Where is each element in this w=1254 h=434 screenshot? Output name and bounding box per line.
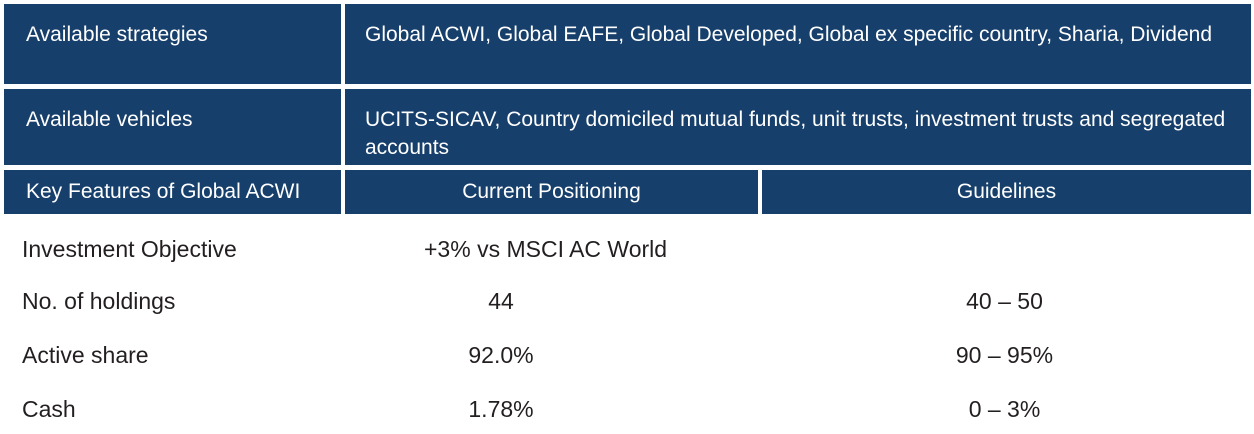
column-header-guidelines: Guidelines xyxy=(762,170,1251,214)
vehicles-value: UCITS-SICAV, Country domiciled mutual fu… xyxy=(365,108,1226,159)
strategies-label: Available strategies xyxy=(26,23,208,46)
feature-label: Investment Objective xyxy=(22,236,237,262)
guideline-value: 90 – 95% xyxy=(955,342,1054,368)
current-value: 92.0% xyxy=(468,342,534,368)
column-header-guidelines-label: Guidelines xyxy=(956,180,1057,203)
feature-label: No. of holdings xyxy=(22,288,176,314)
strategies-value: Global ACWI, Global EAFE, Global Develop… xyxy=(365,23,1213,46)
guideline-value: 0 – 3% xyxy=(968,396,1041,422)
feature-label: Active share xyxy=(22,342,149,368)
current-value: 1.78% xyxy=(468,396,534,422)
column-header-current: Current Positioning xyxy=(345,170,758,214)
strategies-label-cell: Available strategies xyxy=(4,4,341,84)
guideline-value: 40 – 50 xyxy=(966,288,1043,314)
strategies-value-cell: Global ACWI, Global EAFE, Global Develop… xyxy=(345,4,1251,84)
vehicles-label-cell: Available vehicles xyxy=(4,89,341,165)
current-value: 44 xyxy=(488,288,514,314)
column-header-current-label: Current Positioning xyxy=(462,180,641,203)
current-value: +3% vs MSCI AC World xyxy=(424,236,668,262)
feature-label: Cash xyxy=(22,396,76,422)
column-header-features-label: Key Features of Global ACWI xyxy=(26,180,301,203)
vehicles-label: Available vehicles xyxy=(26,108,193,131)
column-header-features: Key Features of Global ACWI xyxy=(4,170,341,214)
vehicles-value-cell: UCITS-SICAV, Country domiciled mutual fu… xyxy=(345,89,1251,165)
